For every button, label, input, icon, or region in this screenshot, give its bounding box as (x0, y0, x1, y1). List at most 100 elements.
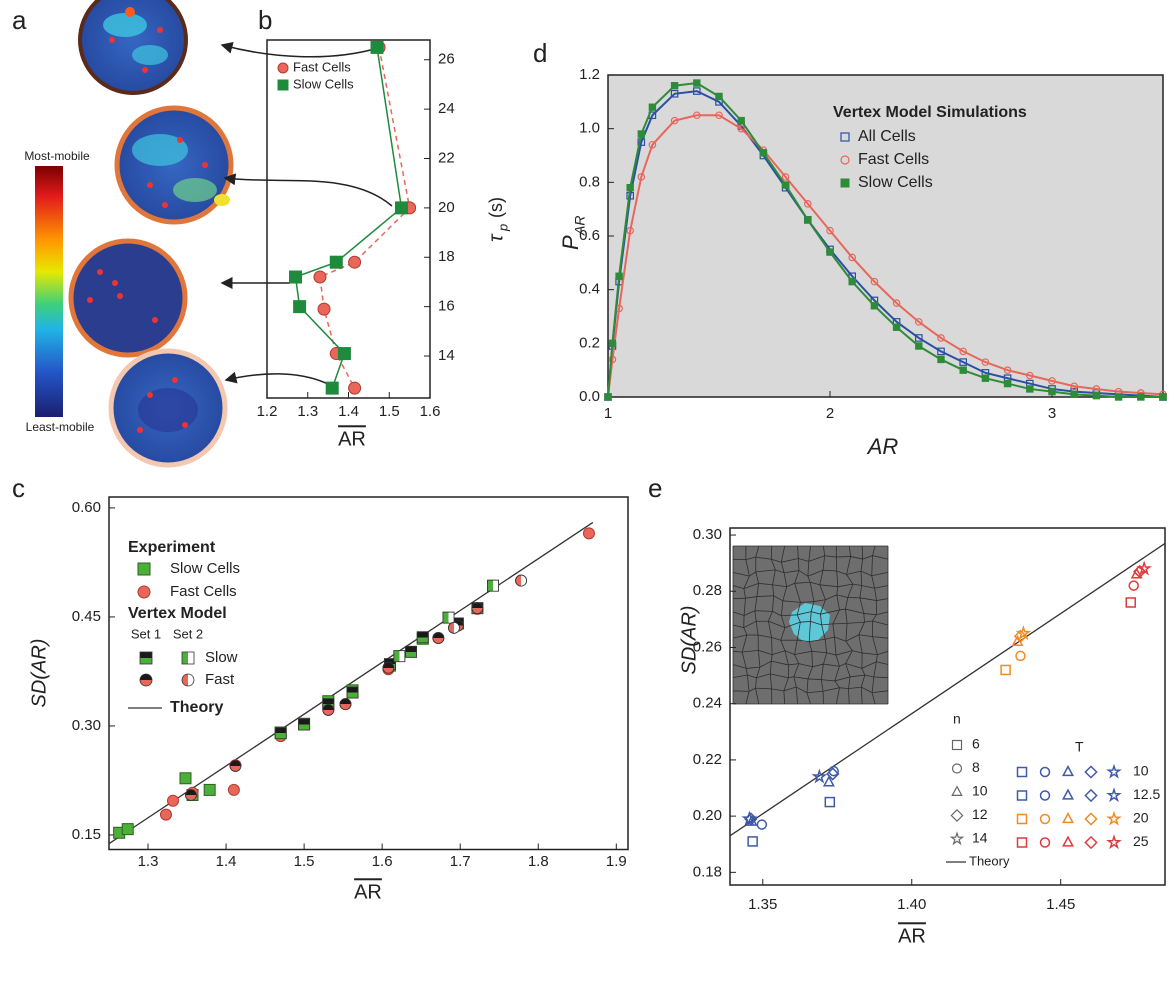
marker (937, 347, 945, 356)
marker (937, 355, 945, 364)
marker (637, 130, 645, 138)
panel-label: a (12, 5, 27, 35)
legend-marker (139, 673, 153, 687)
legend-label: 20 (1133, 810, 1149, 826)
legend-label: 25 (1133, 833, 1149, 849)
legend-marker (137, 562, 151, 576)
x-tick-label: 1.35 (748, 896, 777, 913)
legend-marker (277, 79, 289, 91)
marker (448, 621, 460, 634)
snapshot (78, 0, 188, 95)
legend-marker (949, 831, 965, 846)
arrows (220, 41, 393, 386)
legend-marker (840, 178, 850, 188)
marker (1070, 390, 1078, 399)
legend-label: 8 (972, 759, 980, 775)
y-axis-label: SD(AR) (28, 639, 50, 708)
series-line (607, 90, 1164, 398)
x-tick-label: 1.6 (372, 853, 393, 870)
marker (826, 226, 834, 235)
y-tick-label: 0.18 (693, 863, 722, 880)
legend-marker (181, 673, 195, 687)
x-axis-label: AR (866, 434, 899, 459)
x-tick-label: 1.4 (216, 853, 237, 870)
legend-marker (1039, 766, 1051, 778)
panel-label: b (258, 5, 272, 35)
marker (692, 111, 701, 120)
legend-marker (1084, 765, 1098, 779)
y-tick-label: 0.30 (693, 526, 722, 543)
marker (1130, 567, 1143, 579)
marker (185, 789, 197, 801)
legend-label: Fast (205, 671, 235, 688)
legend-title: n (953, 711, 961, 727)
marker (648, 103, 657, 111)
arrow (220, 41, 379, 58)
y-tick-label: 14 (438, 347, 455, 364)
x-tick-label: 1.40 (897, 896, 926, 913)
x-tick-label: 1.7 (450, 853, 471, 870)
y-tick-label: 20 (438, 199, 455, 216)
legend-marker (1106, 787, 1122, 803)
marker (737, 116, 745, 125)
y-label-unit: (s) (486, 197, 506, 218)
legend-marker (1084, 835, 1098, 850)
x-tick-label: 2 (826, 405, 834, 422)
x-axis-label: AR (338, 428, 366, 450)
marker (317, 302, 331, 316)
panel-label: d (533, 38, 547, 68)
marker (1015, 650, 1026, 662)
legend-label: Slow (205, 649, 238, 666)
marker (370, 40, 384, 54)
x-tick-label: 1.5 (379, 403, 400, 420)
panel-label: c (12, 473, 25, 503)
marker (692, 87, 701, 95)
marker (826, 248, 834, 256)
x-tick-label: 3 (1048, 405, 1056, 422)
legend-label: Slow Cells (858, 174, 933, 191)
marker (329, 255, 343, 269)
marker (915, 342, 923, 350)
marker (274, 727, 287, 740)
legend-marker (1062, 788, 1074, 800)
marker (166, 794, 179, 807)
legend-marker (1062, 835, 1074, 847)
marker (382, 661, 395, 674)
marker (1015, 625, 1032, 641)
marker (824, 796, 836, 808)
marker (892, 323, 901, 331)
marker (747, 836, 758, 847)
marker (179, 772, 192, 785)
legend-marker (181, 651, 195, 665)
y-tick-label: 0.26 (693, 638, 722, 655)
legend-marker (1106, 810, 1122, 826)
marker (348, 255, 362, 269)
marker (870, 277, 879, 286)
x-tick-label: 1.6 (420, 403, 441, 420)
marker (1136, 560, 1152, 576)
marker (937, 334, 945, 342)
marker (471, 602, 484, 615)
y-label-symbol: τ (485, 233, 507, 242)
marker (293, 300, 307, 314)
marker (959, 347, 968, 356)
y-tick-label: 16 (438, 298, 455, 315)
marker (1013, 629, 1028, 643)
legend-set-label: Set 1 (131, 626, 161, 641)
marker (203, 783, 216, 796)
marker (615, 272, 623, 280)
legend-label: Fast Cells (293, 59, 351, 74)
plot-frame (729, 527, 1166, 886)
marker (1048, 377, 1056, 385)
marker (848, 277, 856, 286)
marker (781, 181, 790, 189)
colorbar (35, 166, 63, 417)
marker (670, 116, 679, 125)
series-line (294, 47, 403, 389)
marker (1070, 382, 1079, 391)
marker (741, 810, 758, 826)
y-label: P (558, 235, 583, 250)
snapshot (114, 105, 234, 225)
y-tick-label: 0.8 (579, 173, 600, 190)
